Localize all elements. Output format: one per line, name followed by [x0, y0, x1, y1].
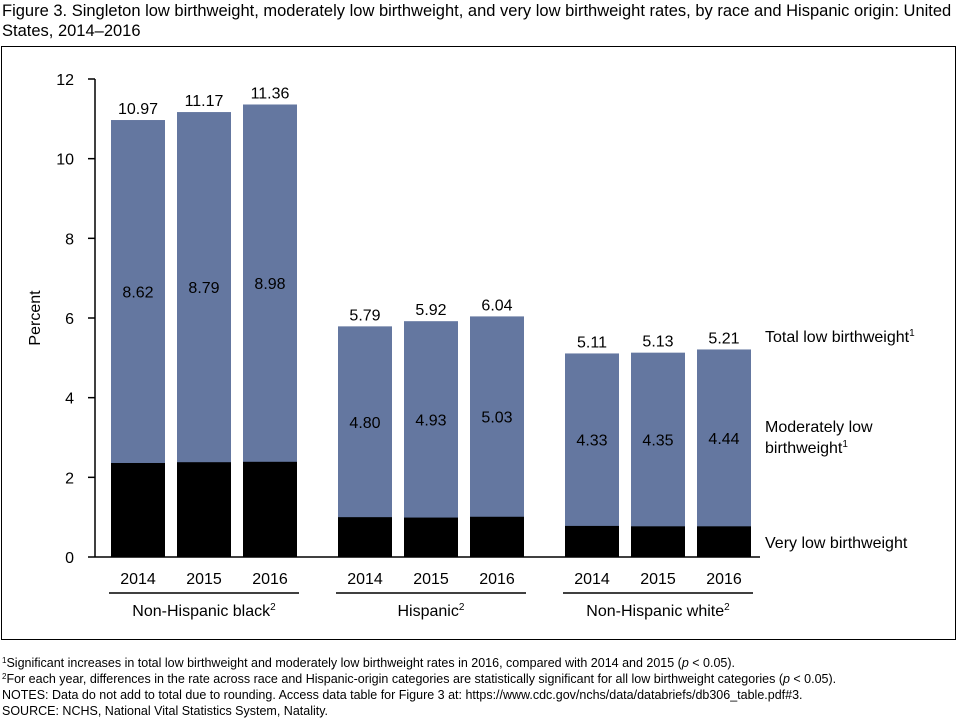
y-tick-label: 12: [56, 72, 74, 89]
bar-moderately-low: [565, 353, 619, 557]
total-value-label: 5.92: [415, 302, 446, 319]
moderately-low-series-label-line2: birthweight1: [765, 439, 848, 457]
total-series-label: Total low birthweight1: [765, 328, 915, 346]
y-tick-label: 2: [65, 470, 74, 487]
bar-very-low: [565, 525, 619, 557]
bar-very-low: [177, 462, 231, 557]
bar-very-low: [243, 461, 297, 557]
total-value-label: 5.79: [349, 307, 380, 324]
notes-line: NOTES: Data do not add to total due to r…: [2, 688, 803, 702]
footnote-2: 2For each year, differences in the rate …: [2, 672, 837, 686]
total-value-label: 11.17: [185, 93, 224, 110]
very-low-value-label: 2.38: [188, 503, 219, 520]
total-value-label: 5.21: [708, 330, 739, 347]
figure-title: Figure 3. Singleton low birthweight, mod…: [2, 2, 952, 40]
y-tick-label: 4: [65, 391, 74, 408]
bar-moderately-low: [631, 352, 685, 557]
year-tick-label: 2014: [120, 571, 156, 588]
y-axis-label: Percent: [27, 290, 44, 346]
very-low-value-label: 0.77: [708, 535, 739, 552]
group-label: Non-Hispanic white2: [586, 602, 730, 620]
very-low-value-label: 1.00: [349, 530, 380, 547]
y-tick-label: 8: [65, 231, 74, 248]
total-value-label: 5.11: [577, 334, 607, 351]
bar-very-low: [111, 462, 165, 557]
moderately-low-value-label: 4.35: [642, 432, 673, 449]
moderately-low-value-label: 4.33: [576, 433, 607, 450]
footnotes: 1Significant increases in total low birt…: [2, 655, 957, 719]
total-value-label: 10.97: [118, 101, 158, 118]
very-low-value-label: 2.36: [122, 503, 153, 520]
year-tick-label: 2014: [574, 571, 610, 588]
total-value-label: 6.04: [481, 297, 512, 314]
very-low-value-label: 0.77: [642, 535, 673, 552]
year-tick-label: 2016: [252, 571, 288, 588]
bar-very-low: [470, 516, 524, 557]
year-tick-label: 2015: [413, 571, 449, 588]
group-label: Non-Hispanic black2: [132, 602, 276, 620]
moderately-low-value-label: 8.79: [188, 280, 219, 297]
moderately-low-series-label: Moderately low: [765, 419, 873, 436]
moderately-low-value-label: 4.44: [708, 431, 739, 448]
very-low-value-label: 1.01: [481, 530, 512, 547]
chart-frame: [1, 46, 956, 640]
very-low-value-label: 0.78: [576, 534, 607, 551]
bar-moderately-low: [697, 349, 751, 557]
moderately-low-value-label: 5.03: [481, 410, 512, 427]
total-value-label: 5.13: [642, 334, 673, 351]
y-tick-label: 10: [56, 152, 74, 169]
moderately-low-value-label: 8.62: [122, 285, 153, 302]
footnote-1: 1Significant increases in total low birt…: [2, 656, 736, 670]
year-tick-label: 2016: [706, 571, 742, 588]
very-low-value-label: 0.99: [415, 530, 446, 547]
year-tick-label: 2015: [186, 571, 222, 588]
source-line: SOURCE: NCHS, National Vital Statistics …: [2, 704, 329, 718]
year-tick-label: 2014: [347, 571, 383, 588]
moderately-low-value-label: 4.80: [349, 415, 380, 432]
bar-very-low: [404, 517, 458, 557]
bar-very-low: [697, 526, 751, 557]
year-tick-label: 2016: [479, 571, 515, 588]
bar-very-low: [338, 517, 392, 557]
year-tick-label: 2015: [640, 571, 676, 588]
bar-very-low: [631, 526, 685, 557]
group-label: Hispanic2: [398, 602, 465, 620]
moderately-low-value-label: 8.98: [254, 276, 285, 293]
very-low-value-label: 2.39: [254, 502, 285, 519]
y-tick-label: 0: [65, 550, 74, 567]
y-tick-label: 6: [65, 311, 74, 328]
very-low-series-label: Very low birthweight: [765, 535, 908, 552]
moderately-low-value-label: 4.93: [415, 412, 446, 429]
total-value-label: 11.36: [251, 85, 290, 102]
